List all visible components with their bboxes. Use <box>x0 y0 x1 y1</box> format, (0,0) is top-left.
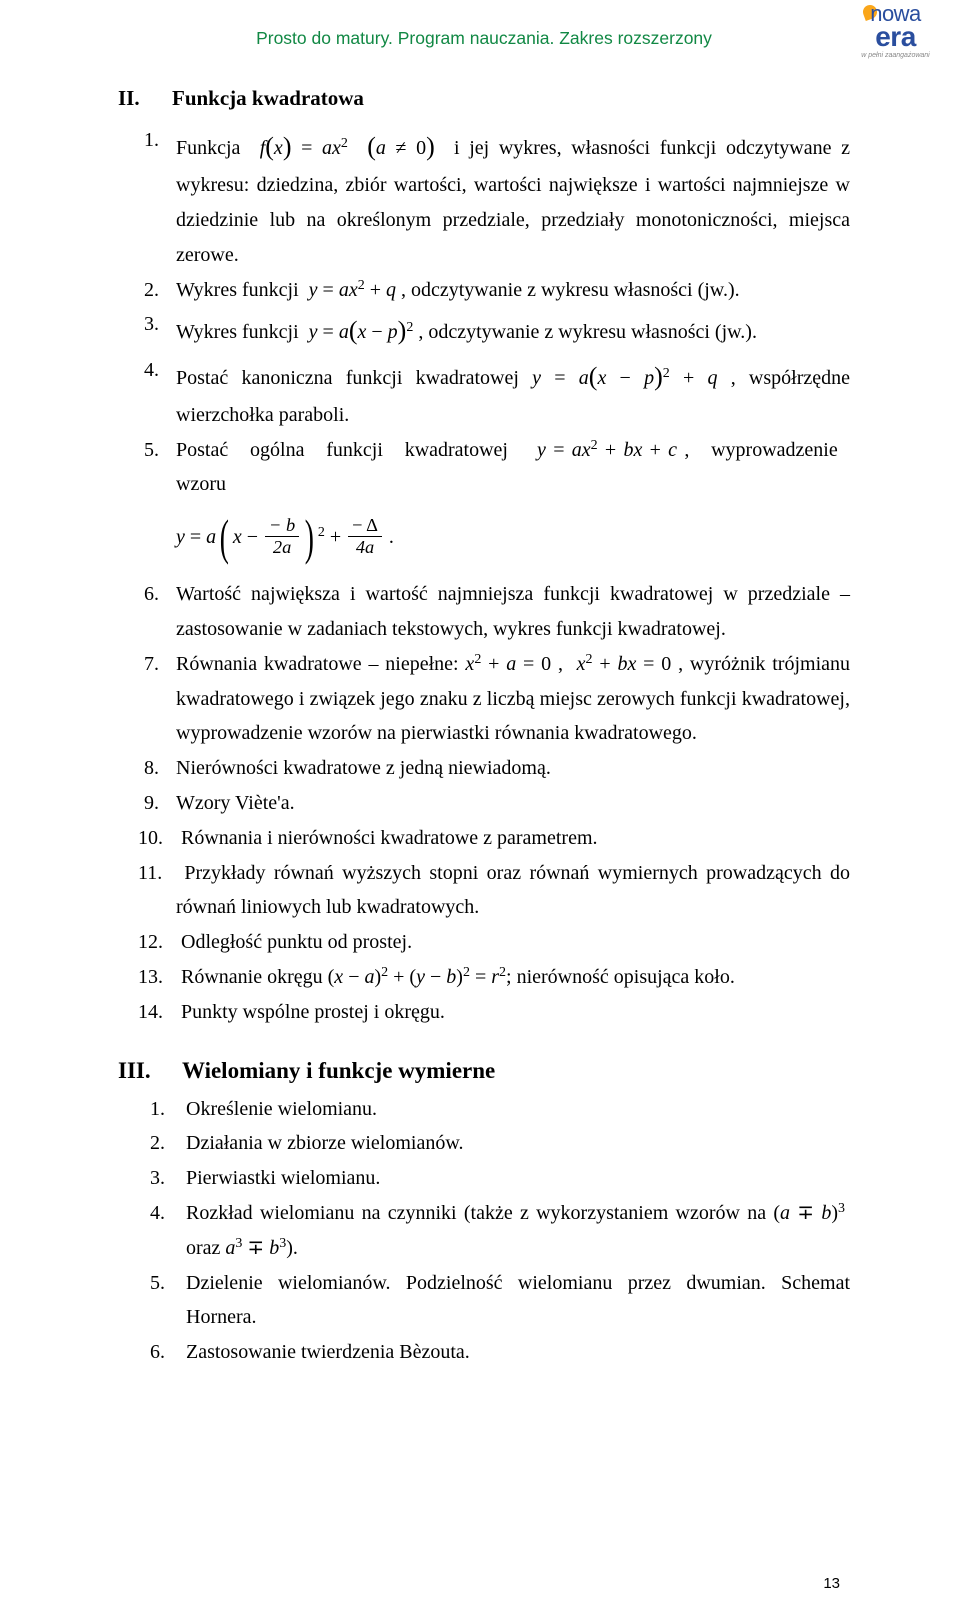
logo-tagline: w pełni zaangażowani <box>843 52 948 59</box>
big-paren-left: ( <box>220 515 229 560</box>
list-item: 1.Określenie wielomianu. <box>122 1092 850 1127</box>
list-item: 8.Nierówności kwadratowe z jedną niewiad… <box>118 751 850 786</box>
list-item: 1.Funkcja f(x) = ax2 (a ≠ 0) i jej wykre… <box>118 123 850 273</box>
section-2-roman: II. <box>118 86 172 111</box>
logo-line2: era <box>843 23 948 51</box>
list-item: 7.Równania kwadratowe – niepełne: x2 + a… <box>118 647 850 751</box>
item-num: 5. <box>150 1266 165 1301</box>
section-2-list: 1.Funkcja f(x) = ax2 (a ≠ 0) i jej wykre… <box>118 123 850 502</box>
formula-a: a <box>206 526 216 548</box>
list-item: 6.Wartość największa i wartość najmniejs… <box>118 577 850 647</box>
publisher-logo: nowa era w pełni zaangażowani <box>843 3 948 59</box>
list-item: 3.Pierwiastki wielomianu. <box>122 1161 850 1196</box>
item-num: 2. <box>150 1126 165 1161</box>
list-item: 14. Punkty wspólne prostej i okręgu. <box>118 995 850 1030</box>
frac-den: 4a <box>348 537 382 558</box>
display-formula: y = a(x − − b2a)2 + − Δ4a . <box>118 516 850 561</box>
page-number: 13 <box>823 1575 840 1592</box>
item-num: 4. <box>144 353 159 388</box>
frac-num: − Δ <box>348 515 382 537</box>
item-num: 2. <box>144 273 159 308</box>
item-num: 5. <box>144 433 159 468</box>
list-item: 11. Przykłady równań wyższych stopni ora… <box>118 856 850 926</box>
formula-dot: . <box>389 526 394 548</box>
formula-minus: − <box>247 526 258 548</box>
section-3-roman: III. <box>118 1058 182 1084</box>
list-item: 9.Wzory Viète'a. <box>118 786 850 821</box>
list-item: 13. Równanie okręgu (x − a)2 + (y − b)2 … <box>118 960 850 995</box>
page: Prosto do matury. Program nauczania. Zak… <box>0 0 960 1624</box>
formula-x: x <box>233 526 242 548</box>
section-3-name: Wielomiany i funkcje wymierne <box>182 1058 495 1083</box>
item-num: 12. <box>138 925 163 960</box>
list-item: 4.Rozkład wielomianu na czynniki (także … <box>122 1196 850 1266</box>
list-item: 5.Dzielenie wielomianów. Podzielność wie… <box>122 1266 850 1336</box>
frac-den: 2a <box>265 537 299 558</box>
item-num: 1. <box>144 123 159 158</box>
formula-y: y <box>176 526 185 548</box>
fraction-delta-over-4a: − Δ4a <box>348 515 382 558</box>
item-num: 3. <box>144 307 159 342</box>
section-3-title: III.Wielomiany i funkcje wymierne <box>118 1058 850 1084</box>
list-item: 2.Wykres funkcji y = ax2 + q , odczytywa… <box>118 273 850 308</box>
list-item: 6.Zastosowanie twierdzenia Bèzouta. <box>122 1335 850 1370</box>
item-num: 1. <box>150 1092 165 1127</box>
item-num: 6. <box>144 577 159 612</box>
header-breadcrumb: Prosto do matury. Program nauczania. Zak… <box>118 28 850 49</box>
item-num: 6. <box>150 1335 165 1370</box>
item-num: 10. <box>138 821 163 856</box>
item-num: 11. <box>138 856 162 891</box>
item-num: 7. <box>144 647 159 682</box>
header: Prosto do matury. Program nauczania. Zak… <box>118 28 850 76</box>
list-item: 4.Postać kanoniczna funkcji kwadratowej … <box>118 353 850 433</box>
item-num: 3. <box>150 1161 165 1196</box>
big-paren-right: ) <box>305 515 314 560</box>
list-item: 12. Odległość punktu od prostej. <box>118 925 850 960</box>
item-num: 13. <box>138 960 163 995</box>
item-num: 9. <box>144 786 159 821</box>
formula-eq: = <box>190 526 201 548</box>
fraction-b-over-2a: − b2a <box>265 515 299 558</box>
item-num: 8. <box>144 751 159 786</box>
list-item: 3.Wykres funkcji y = a(x − p)2 , odczyty… <box>118 307 850 352</box>
item-num: 4. <box>150 1196 165 1231</box>
list-item: 10. Równania i nierówności kwadratowe z … <box>118 821 850 856</box>
frac-num: − b <box>265 515 299 537</box>
list-item: 5.Postać ogólna funkcji kwadratowej y = … <box>118 433 850 503</box>
section-2-name: Funkcja kwadratowa <box>172 86 364 110</box>
list-item: 2.Działania w zbiorze wielomianów. <box>122 1126 850 1161</box>
formula-plus: + <box>330 526 341 548</box>
section-2-list-cont: 6.Wartość największa i wartość najmniejs… <box>118 577 850 1029</box>
section-2-title: II.Funkcja kwadratowa <box>118 86 850 111</box>
section-3-list: 1.Określenie wielomianu. 2.Działania w z… <box>118 1092 850 1370</box>
item-num: 14. <box>138 995 163 1030</box>
